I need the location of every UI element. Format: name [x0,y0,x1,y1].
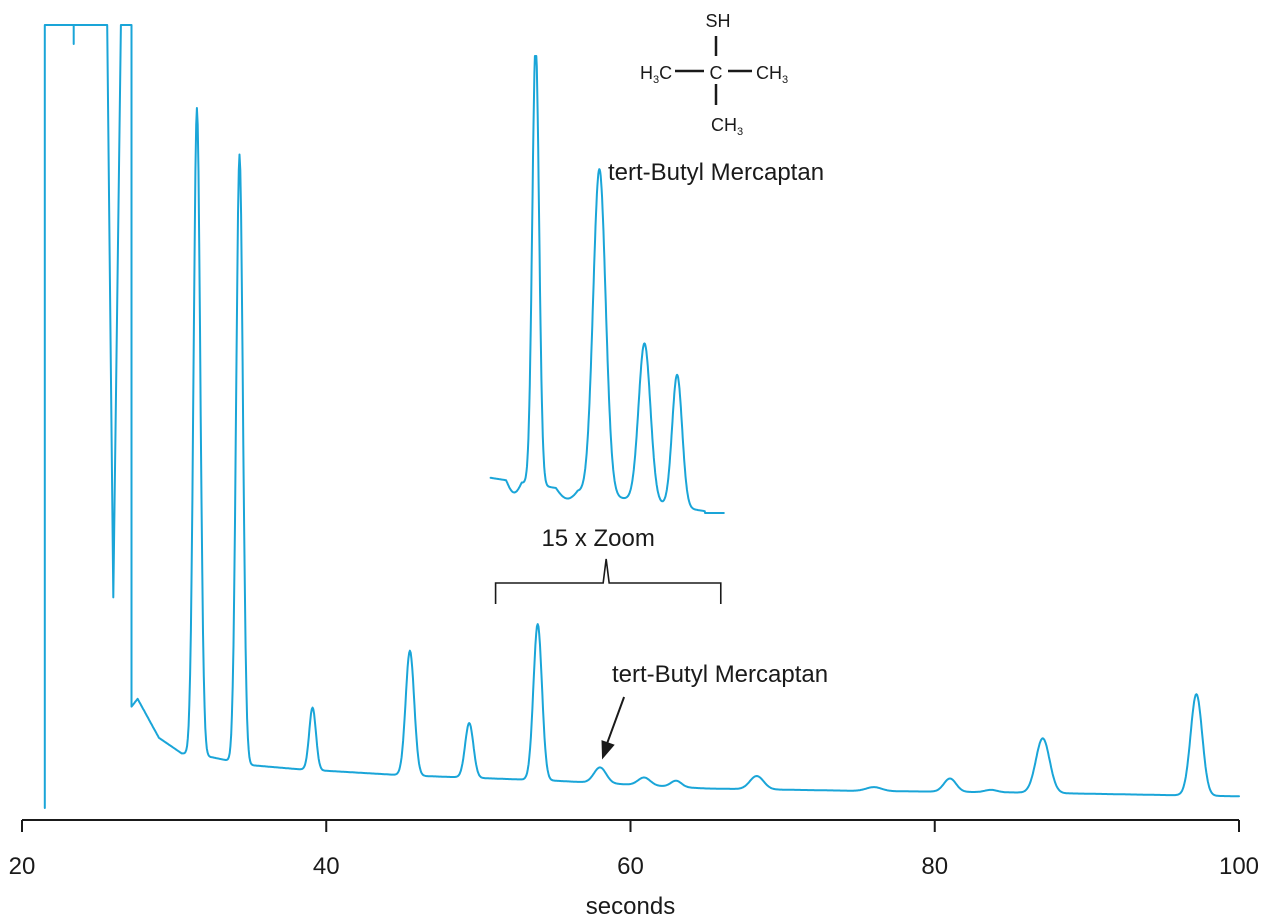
x-tick-label: 80 [921,853,948,880]
x-tick-label: 20 [9,853,36,880]
chromatogram-trace [43,24,1240,809]
structure-center-carbon: C [710,63,723,83]
inset-peak-label: tert-Butyl Mercaptan [608,159,824,186]
x-tick-label: 60 [617,853,644,880]
structure-right-group: CH3 [756,63,788,86]
x-axis-ticks: 20 40 60 80 100 [9,820,1259,880]
structure-left-group: H3C [640,63,672,86]
x-tick-label: 100 [1219,853,1259,880]
zoom-bracket [494,558,722,604]
annotation-arrow-line [606,696,626,744]
tert-butyl-mercaptan-structure: SH H3C C CH3 CH3 [640,11,788,138]
peak-annotation-label: tert-Butyl Mercaptan [612,661,828,688]
structure-bottom-group: CH3 [711,115,743,138]
annotation-arrow-head [601,740,615,760]
zoom-inset-trace [489,55,725,514]
structure-sh-label: SH [705,11,730,31]
zoom-label: 15 x Zoom [541,525,654,552]
x-tick-label: 40 [313,853,340,880]
x-axis-label: seconds [586,893,675,920]
